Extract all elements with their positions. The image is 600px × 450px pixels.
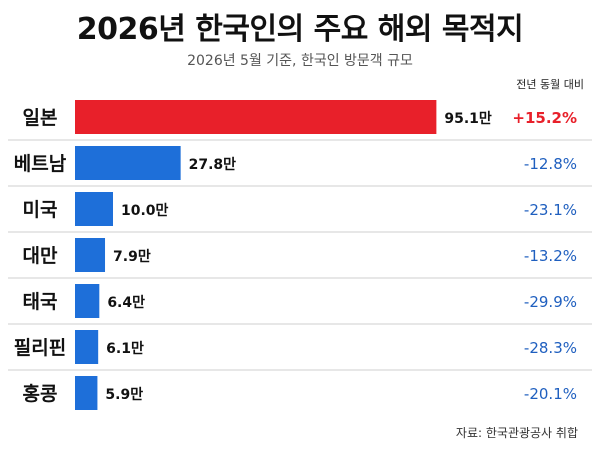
bar-0	[75, 100, 437, 134]
change-label: -20.1%	[524, 385, 577, 403]
category-label: 대만	[23, 245, 58, 267]
bar-5	[75, 330, 99, 364]
category-label: 홍콩	[23, 382, 58, 405]
chart-title: 2026년 한국인의 주요 해외 목적지	[76, 12, 524, 47]
category-label: 베트남	[14, 153, 67, 175]
category-label: 일본	[23, 107, 58, 129]
category-label: 미국	[23, 199, 58, 221]
change-label: -23.1%	[524, 201, 577, 219]
bar-4	[75, 284, 100, 318]
bar-2	[75, 192, 113, 226]
bar-1	[75, 146, 181, 180]
bar-6	[75, 376, 98, 410]
category-label: 필리핀	[14, 337, 66, 359]
source-note: 자료: 한국관광공사 취합	[455, 426, 578, 440]
value-label: 5.9만	[105, 387, 143, 403]
value-label: 6.1만	[106, 341, 144, 357]
value-label: 27.8만	[189, 157, 237, 173]
value-label: 6.4만	[107, 295, 145, 311]
change-label: -13.2%	[524, 247, 577, 265]
change-column-header: 전년 동월 대비	[516, 78, 584, 91]
bar-3	[75, 238, 106, 272]
change-label: -28.3%	[524, 339, 577, 357]
value-label: 10.0만	[121, 203, 169, 219]
chart-subtitle: 2026년 5월 기준, 한국인 방문객 규모	[187, 53, 413, 69]
change-label: -29.9%	[524, 293, 577, 311]
value-label: 7.9만	[113, 249, 151, 265]
change-label: -12.8%	[524, 155, 577, 173]
value-label: 95.1만	[444, 111, 492, 127]
category-label: 태국	[23, 291, 58, 313]
change-label: +15.2%	[512, 109, 577, 127]
